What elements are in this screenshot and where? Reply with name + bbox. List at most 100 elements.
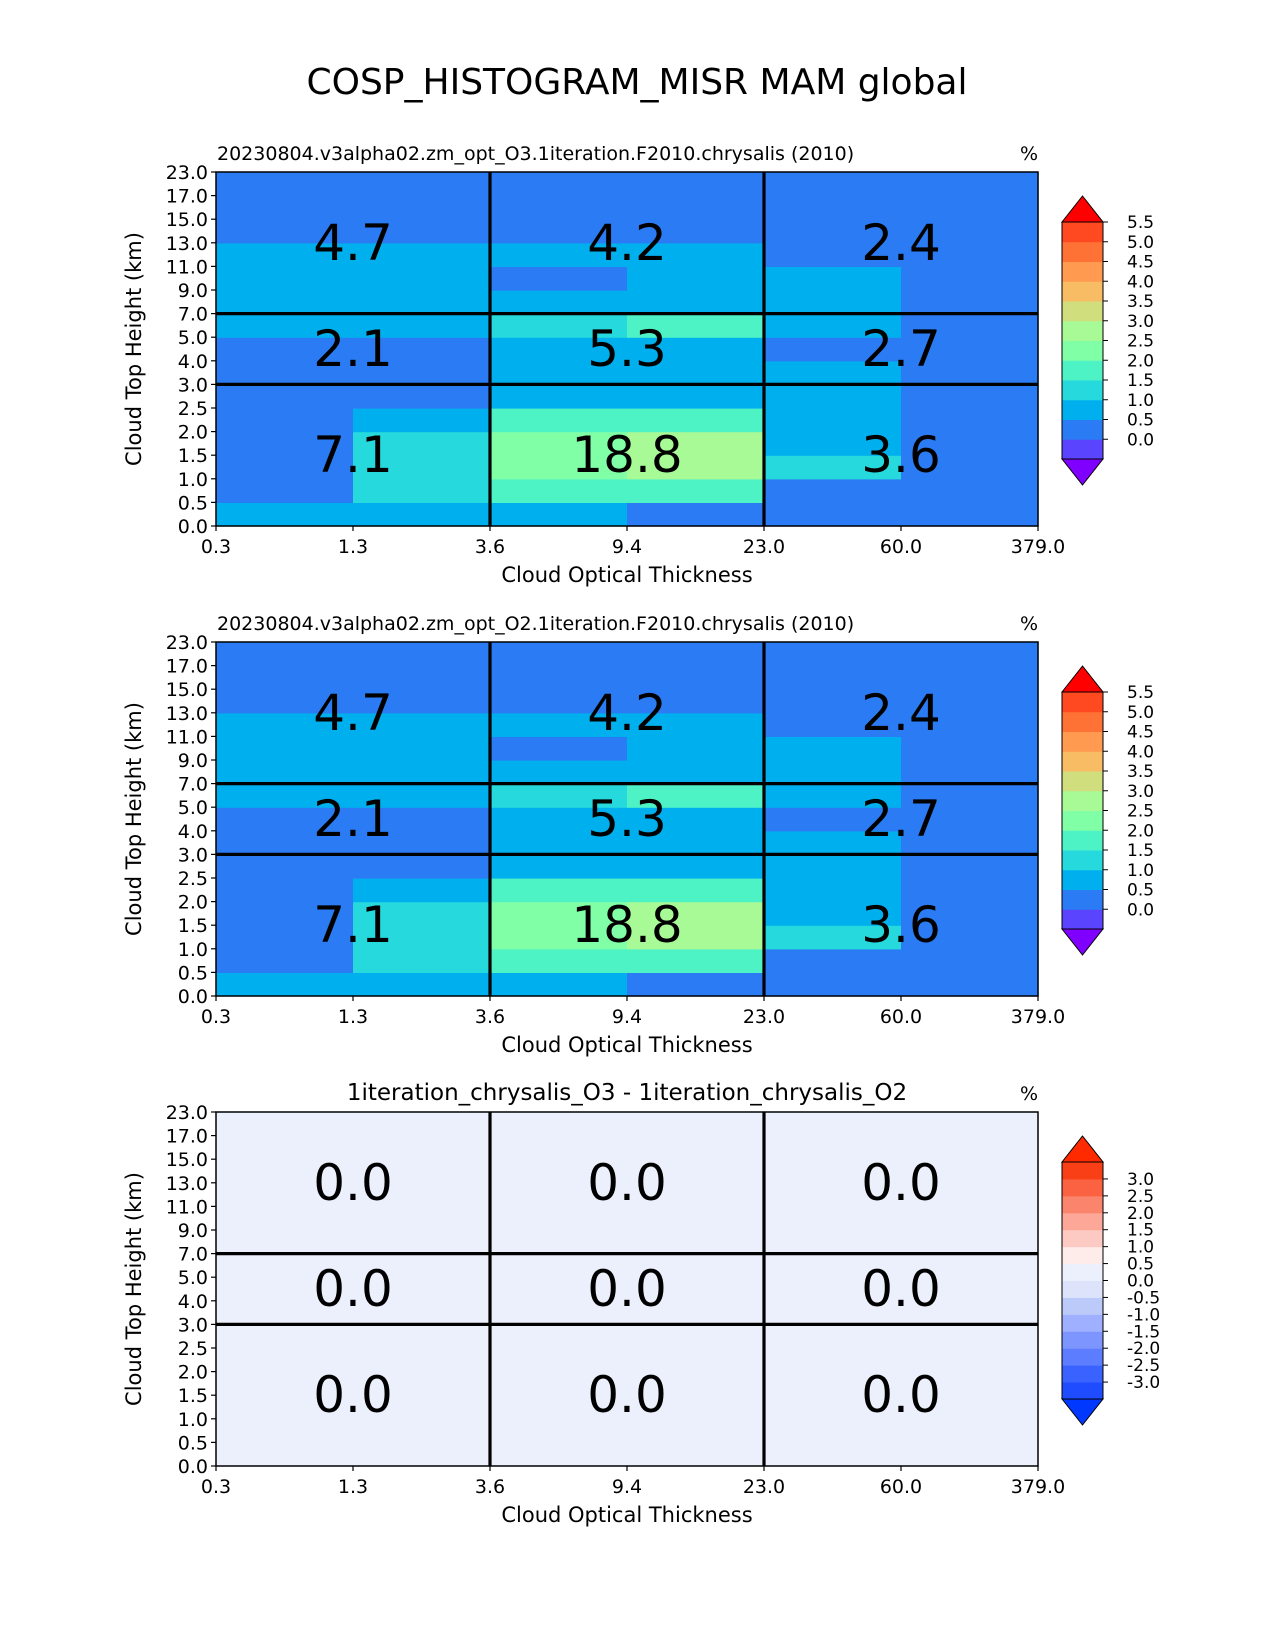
heatmap-cell [764,901,902,926]
heatmap-cell [490,290,628,315]
colorbar-under-arrow [1060,458,1105,486]
heatmap-cell [627,1324,765,1349]
colorbar-swatch [1062,869,1103,890]
region-sum-label: 7.1 [313,896,393,954]
heatmap-cell [901,689,1039,714]
heatmap-cell [627,266,765,291]
heatmap-cell [353,854,491,879]
heatmap-cell [490,1371,628,1396]
colorbar-swatch [1062,1314,1103,1332]
colorbar-tick-label: 5.0 [1127,703,1154,723]
heatmap-cell [764,408,902,433]
heatmap-cell [627,195,765,220]
heatmap-cell [627,972,765,997]
heatmap-cell [627,290,765,315]
heatmap-cell [764,1206,902,1231]
heatmap-cell [490,925,628,950]
heatmap-cell [627,1112,765,1137]
heatmap-cell [764,830,902,855]
heatmap-cell [490,1324,628,1349]
heatmap-cell [353,1112,491,1137]
y-tick-label: 23.0 [166,632,208,654]
heatmap-cell [353,290,491,315]
heatmap-cell [353,1182,491,1207]
x-axis-label: Cloud Optical Thickness [501,1503,752,1527]
y-tick-label: 1.5 [178,445,208,467]
heatmap-cell [901,830,1039,855]
colorbar-tick-label: 0.0 [1127,900,1154,920]
heatmap-cell [216,1230,354,1255]
colorbar-tick-label: 0.5 [1127,1255,1154,1275]
region-sum-label: 3.6 [861,896,941,954]
colorbar-swatch [1062,1297,1103,1315]
heatmap-cell [901,642,1039,667]
heatmap-cell [216,502,354,527]
panel-title: 1iteration_chrysalis_O3 - 1iteration_chr… [347,1080,907,1106]
x-axis-label: Cloud Optical Thickness [501,1033,752,1057]
heatmap-cell [353,1159,491,1184]
heatmap-cell [490,195,628,220]
heatmap-cell [901,172,1039,197]
heatmap-cell [490,455,628,480]
colorbar-tick-label: -3.0 [1127,1373,1160,1393]
y-axis-label: Cloud Top Height (km) [122,232,146,466]
heatmap-cell [901,901,1039,926]
units-label: % [1020,143,1038,165]
heatmap-cell [764,172,902,197]
heatmap-cell [901,431,1039,456]
colorbar-tick-label: 2.0 [1127,351,1154,371]
colorbar-tick-label: 3.5 [1127,762,1154,782]
region-sum-label: 0.0 [861,1154,941,1212]
heatmap-cell [353,1206,491,1231]
colorbar-swatch [1062,320,1103,341]
heatmap-cell [216,1348,354,1373]
x-tick-label: 3.6 [475,1476,505,1498]
region-sum-label: 2.7 [861,320,941,378]
heatmap-cell [490,712,628,737]
y-tick-label: 3.0 [178,844,208,866]
heatmap-cell [901,712,1039,737]
colorbar-swatch [1062,340,1103,361]
heatmap-cell [490,972,628,997]
heatmap-cell [353,901,491,926]
colorbar-swatch [1062,751,1103,772]
colorbar-tick-label: 3.5 [1127,292,1154,312]
heatmap-cell [216,736,354,761]
heatmap-cell [490,1135,628,1160]
heatmap-cell [490,1230,628,1255]
heatmap-cell [216,972,354,997]
heatmap-cell [216,689,354,714]
x-tick-label: 379.0 [1011,1476,1065,1498]
colorbar-tick-label: 3.0 [1127,1170,1154,1190]
colorbar-tick-label: 2.5 [1127,332,1154,352]
heatmap-cell [627,1442,765,1467]
heatmap-cell [216,290,354,315]
heatmap-cell [216,1112,354,1137]
region-sum-label: 0.0 [587,1366,667,1424]
heatmap-cell [216,1135,354,1160]
region-sum-label: 5.3 [587,320,667,378]
heatmap-cell [490,478,628,503]
heatmap-cell [764,219,902,244]
colorbar-swatch [1062,419,1103,440]
region-sum-label: 3.6 [861,426,941,484]
heatmap-cell [901,1395,1039,1420]
heatmap-cell [764,455,902,480]
heatmap-cell [764,760,902,785]
heatmap-cell [764,712,902,737]
heatmap-cell [764,1253,902,1278]
y-tick-label: 0.5 [178,962,208,984]
heatmap-cell [490,1112,628,1137]
heatmap-cell [353,360,491,385]
colorbar-tick-label: 3.0 [1127,312,1154,332]
y-tick-label: 2.0 [178,1362,208,1384]
heatmap-cell [216,1324,354,1349]
heatmap-cell [764,242,902,267]
heatmap-cell [216,665,354,690]
heatmap-cell [901,925,1039,950]
colorbar-swatch [1062,790,1103,811]
heatmap-cell [353,384,491,409]
heatmap-cell [490,1442,628,1467]
heatmap-cell [353,478,491,503]
heatmap-cell [353,502,491,527]
